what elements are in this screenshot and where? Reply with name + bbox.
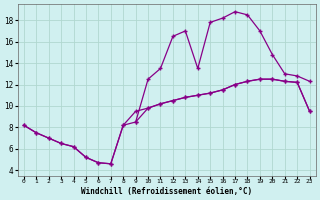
X-axis label: Windchill (Refroidissement éolien,°C): Windchill (Refroidissement éolien,°C) xyxy=(81,187,252,196)
